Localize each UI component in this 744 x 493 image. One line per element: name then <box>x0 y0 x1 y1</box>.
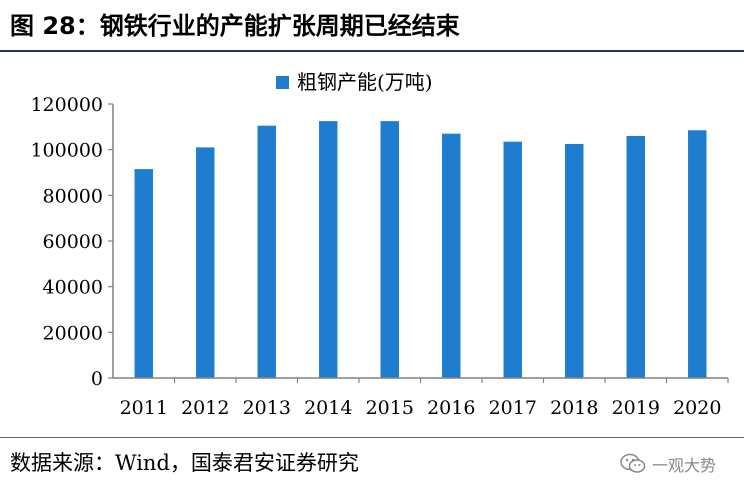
bar-2012 <box>196 147 215 378</box>
x-tick-label: 2015 <box>366 397 414 419</box>
bar-2017 <box>503 141 522 378</box>
bar-2016 <box>442 133 461 378</box>
y-tick-label: 100000 <box>30 140 103 162</box>
bar-series <box>134 121 707 378</box>
x-tick-label: 2013 <box>243 397 291 419</box>
bar-2018 <box>565 143 584 378</box>
y-tick-label: 60000 <box>43 231 103 253</box>
x-tick-label: 2012 <box>181 397 229 419</box>
bar-2019 <box>626 135 645 378</box>
y-tick-label: 0 <box>91 368 103 390</box>
x-axis-ticks: 2011 2012 2013 2014 2015 2016 2017 2018 2019 2020 <box>120 378 729 419</box>
chart-legend: 粗钢产能(万吨) <box>276 70 433 94</box>
y-tick-label: 80000 <box>43 185 103 207</box>
y-axis-ticks: 0 20000 40000 60000 80000 100000 120000 <box>30 94 113 390</box>
bar-2014 <box>319 121 338 378</box>
y-tick-label: 20000 <box>43 322 103 344</box>
title-rule <box>0 50 744 52</box>
x-tick-label: 2017 <box>489 397 537 419</box>
x-tick-label: 2016 <box>427 397 475 419</box>
legend-label: 粗钢产能(万吨) <box>297 70 433 94</box>
bar-chart: 粗钢产能(万吨) 0 20000 40000 60000 80000 100000 1200… <box>30 70 729 419</box>
x-tick-label: 2014 <box>304 397 352 419</box>
bar-2011 <box>134 169 153 378</box>
x-tick-label: 2019 <box>612 397 660 419</box>
y-tick-label: 120000 <box>30 94 103 116</box>
x-tick-label: 2020 <box>673 397 721 419</box>
wechat-icon <box>620 453 646 473</box>
y-tick-label: 40000 <box>43 277 103 299</box>
bar-2013 <box>257 125 276 378</box>
watermark-text: 一观大势 <box>652 456 717 475</box>
legend-swatch <box>276 76 289 89</box>
source-note: 数据来源：Wind，国泰君安证券研究 <box>10 451 359 475</box>
source-rule <box>0 437 744 438</box>
x-tick-label: 2018 <box>550 397 598 419</box>
bar-2015 <box>380 121 399 378</box>
watermark: 一观大势 <box>620 449 716 479</box>
x-tick-label: 2011 <box>120 397 168 419</box>
bar-2020 <box>688 130 707 378</box>
figure-title: 图 28：钢铁行业的产能扩张周期已经结束 <box>10 12 460 40</box>
